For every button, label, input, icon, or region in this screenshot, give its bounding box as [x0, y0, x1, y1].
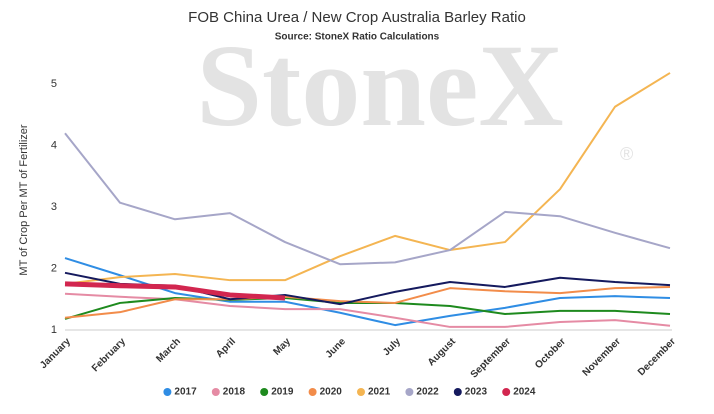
- x-tick-label: October: [533, 336, 568, 371]
- x-tick-label: August: [426, 336, 459, 369]
- series-line: [64, 257, 671, 327]
- legend-label: 2022: [416, 387, 439, 398]
- x-tick-label: May: [271, 336, 293, 358]
- x-tick-label: July: [381, 336, 403, 358]
- legend-swatch: [163, 388, 172, 396]
- chart-subtitle: Source: StoneX Ratio Calculations: [275, 32, 440, 43]
- legend-label: 2023: [465, 387, 488, 398]
- x-tick-label: December: [636, 336, 678, 378]
- series-line: [64, 132, 671, 266]
- legend-swatch: [308, 388, 317, 396]
- legend-swatch: [453, 388, 462, 396]
- series-line: [64, 281, 286, 301]
- legend-swatch: [405, 388, 414, 396]
- y-tick-label: 2: [51, 262, 57, 274]
- x-tick-label: February: [90, 336, 128, 374]
- y-tick-label: 4: [51, 139, 57, 151]
- watermark: StoneX: [196, 20, 563, 151]
- series-line: [64, 72, 671, 285]
- legend-swatch: [260, 388, 269, 396]
- y-axis-label: MT of Crop Per MT of Fertilizer: [18, 124, 30, 276]
- legend-label: 2019: [271, 387, 294, 398]
- x-tick-label: November: [581, 336, 623, 378]
- watermark-mark: ®: [620, 144, 633, 164]
- x-tick-label: January: [38, 336, 73, 371]
- chart-title: FOB China Urea / New Crop Australia Barl…: [188, 9, 526, 26]
- legend-swatch: [357, 388, 365, 396]
- x-tick-label: April: [214, 336, 238, 360]
- y-tick-label: 1: [51, 324, 57, 336]
- legend-swatch: [211, 388, 220, 396]
- series-line: [64, 285, 671, 319]
- x-tick-label: September: [469, 336, 513, 380]
- y-tick-label: 3: [51, 201, 57, 213]
- legend-label: 2018: [223, 387, 246, 398]
- x-tick-label: March: [154, 336, 183, 365]
- legend-label: 2021: [368, 387, 391, 398]
- legend-swatch: [502, 388, 511, 396]
- legend-label: 2017: [174, 387, 197, 398]
- legend-label: 2020: [320, 387, 343, 398]
- x-tick-label: June: [324, 336, 349, 361]
- y-tick-label: 5: [51, 78, 57, 90]
- legend-label: 2024: [513, 387, 536, 398]
